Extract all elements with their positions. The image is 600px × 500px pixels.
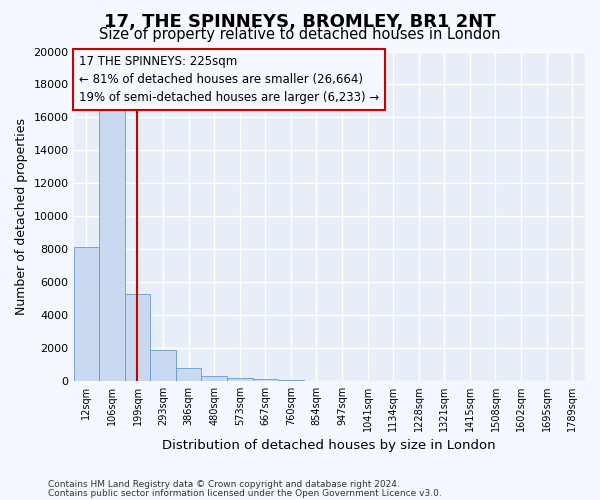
Bar — [74, 248, 99, 381]
X-axis label: Distribution of detached houses by size in London: Distribution of detached houses by size … — [163, 440, 496, 452]
Text: Size of property relative to detached houses in London: Size of property relative to detached ho… — [99, 28, 501, 42]
Bar — [227, 378, 253, 381]
Text: Contains public sector information licensed under the Open Government Licence v3: Contains public sector information licen… — [48, 489, 442, 498]
Text: Contains HM Land Registry data © Crown copyright and database right 2024.: Contains HM Land Registry data © Crown c… — [48, 480, 400, 489]
Text: 17, THE SPINNEYS, BROMLEY, BR1 2NT: 17, THE SPINNEYS, BROMLEY, BR1 2NT — [104, 12, 496, 30]
Bar — [99, 108, 125, 381]
Bar — [150, 350, 176, 381]
Bar — [176, 368, 202, 381]
Bar — [202, 376, 227, 381]
Bar — [253, 379, 278, 381]
Text: 17 THE SPINNEYS: 225sqm
← 81% of detached houses are smaller (26,664)
19% of sem: 17 THE SPINNEYS: 225sqm ← 81% of detache… — [79, 55, 379, 104]
Y-axis label: Number of detached properties: Number of detached properties — [15, 118, 28, 314]
Bar — [125, 294, 150, 381]
Bar — [278, 380, 304, 381]
